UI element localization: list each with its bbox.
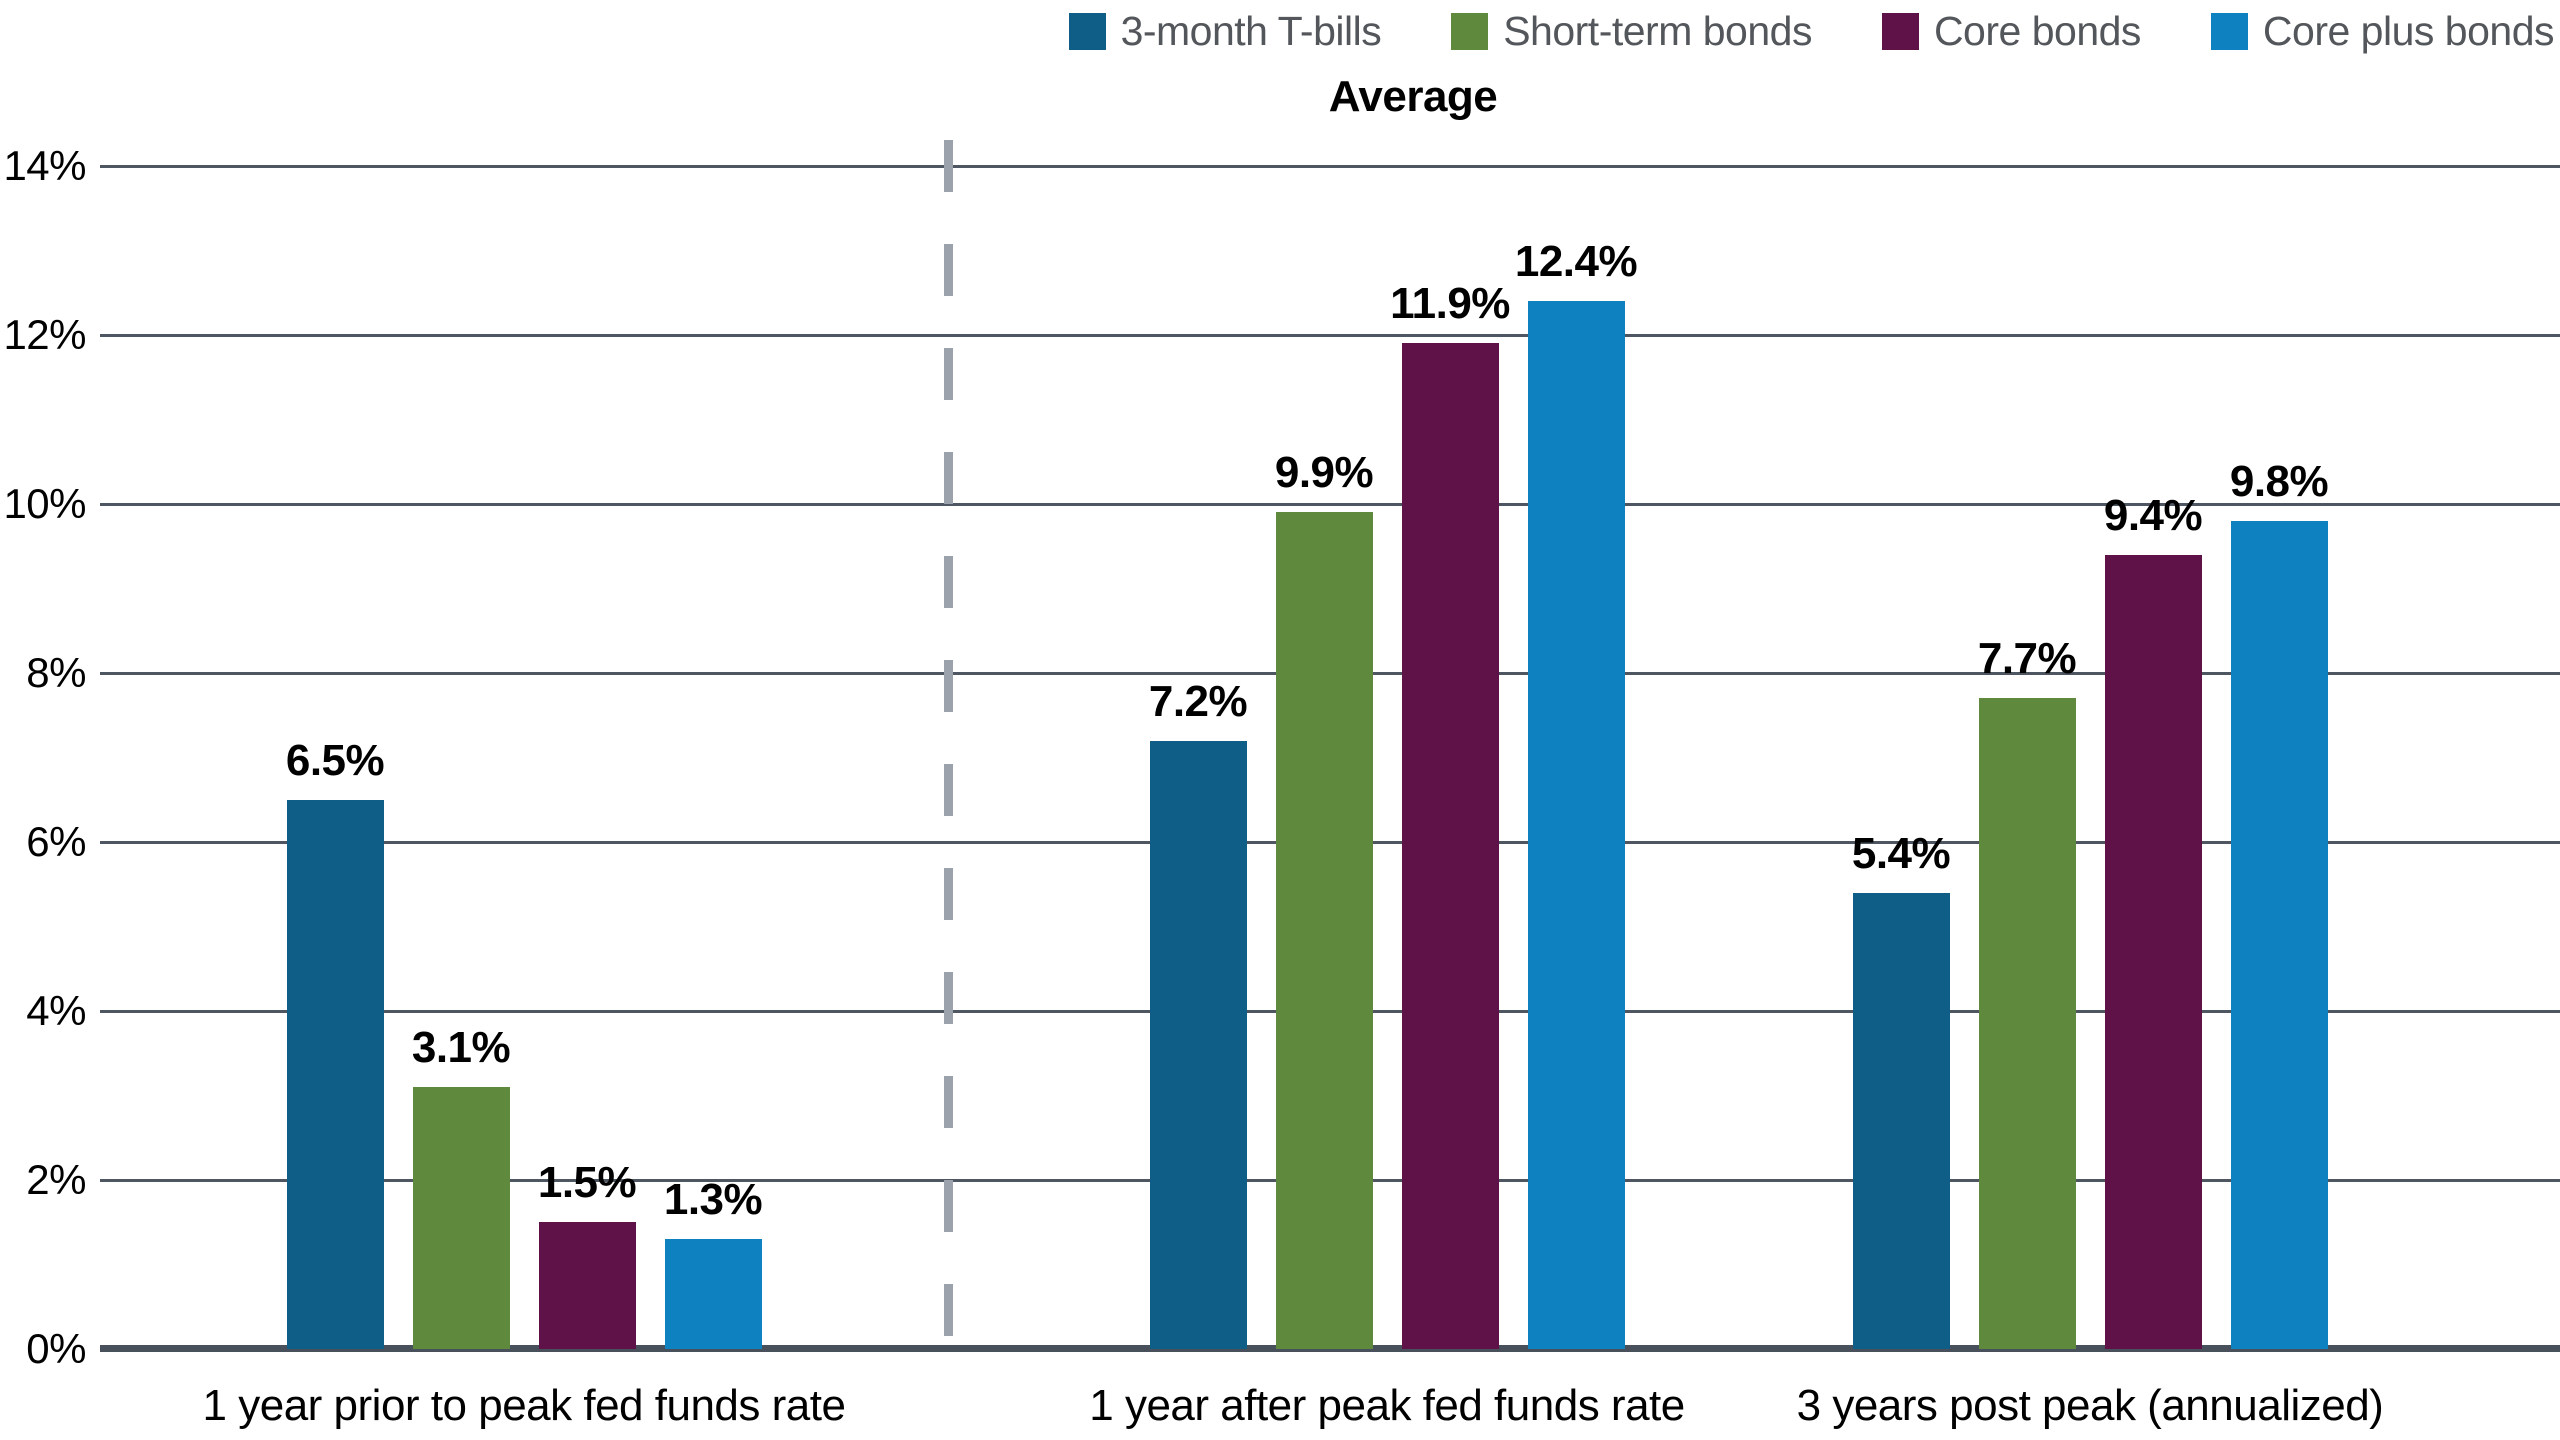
legend: 3-month T-bills Short-term bonds Core bond… xyxy=(1068,8,2555,55)
gridline-10% xyxy=(100,503,2560,506)
bar-short-term-bonds-group3 xyxy=(1978,698,2076,1349)
bar-core-plus-bonds-group3 xyxy=(2230,520,2328,1349)
legend-item-4: Core plus bonds xyxy=(2210,8,2555,55)
bar-3-month-t-bills-group3 xyxy=(1852,892,1950,1349)
legend-item-label: Core bonds xyxy=(1933,8,2141,54)
legend-swatch-icon xyxy=(1881,13,1919,50)
bar-value-label: 7.7% xyxy=(1977,634,2077,684)
y-tick-label: 12% xyxy=(3,311,86,358)
bar-3-month-t-bills-group2 xyxy=(1149,740,1247,1349)
bar-core-bonds-group2 xyxy=(1401,343,1499,1349)
bar-3-month-t-bills-group1 xyxy=(286,799,384,1349)
bar-value-label: 5.4% xyxy=(1851,828,1951,878)
bar-value-label: 1.3% xyxy=(663,1175,763,1225)
y-tick-label: 14% xyxy=(3,142,86,189)
chart-title: Average xyxy=(1328,72,1498,121)
y-tick-label: 2% xyxy=(26,1156,86,1203)
bar-value-label: 11.9% xyxy=(1390,279,1510,329)
legend-item-2: Short-term bonds xyxy=(1451,8,1812,55)
gridline-12% xyxy=(100,334,2560,337)
legend-swatch-icon xyxy=(1068,13,1106,50)
bar-value-label: 9.4% xyxy=(2103,490,2203,540)
legend-item-label: 3-month T-bills xyxy=(1120,8,1382,54)
y-tick-label: 6% xyxy=(26,818,86,865)
x-axis-category-label: 3 years post peak (annualized) xyxy=(1796,1381,2384,1430)
bar-value-label: 9.9% xyxy=(1274,448,1374,498)
bar-short-term-bonds-group2 xyxy=(1275,512,1373,1349)
x-axis-category-label: 1 year prior to peak fed funds rate xyxy=(202,1381,846,1430)
y-tick-label: 8% xyxy=(26,649,86,696)
legend-swatch-icon xyxy=(1451,13,1489,50)
x-axis-category-label: 1 year after peak fed funds rate xyxy=(1089,1381,1685,1430)
gridline-14% xyxy=(100,165,2560,168)
legend-swatch-icon xyxy=(2210,13,2248,50)
bar-value-label: 1.5% xyxy=(537,1158,637,1208)
legend-item-label: Short-term bonds xyxy=(1503,8,1812,54)
bar-value-label: 6.5% xyxy=(285,735,385,785)
legend-item-label: Core plus bonds xyxy=(2262,8,2555,54)
bar-core-bonds-group3 xyxy=(2104,554,2202,1349)
bar-value-label: 12.4% xyxy=(1514,237,1638,287)
bar-value-label: 7.2% xyxy=(1148,676,1248,726)
bar-short-term-bonds-group1 xyxy=(412,1087,510,1349)
dashed-separator-line xyxy=(944,140,953,1349)
bar-value-label: 3.1% xyxy=(411,1023,511,1073)
bar-core-plus-bonds-group2 xyxy=(1527,301,1625,1349)
y-tick-label: 0% xyxy=(26,1325,86,1372)
plot-area: 6.5% 3.1% 1.5% 1.3% 7.2% 9.9% 11.9% 12.4% 5.4% 7.… xyxy=(100,165,2560,1352)
legend-item-3: Core bonds xyxy=(1881,8,2141,55)
bar-value-label: 9.8% xyxy=(2229,456,2329,506)
bar-core-bonds-group1 xyxy=(538,1222,636,1349)
y-tick-label: 10% xyxy=(3,480,86,527)
bar-core-plus-bonds-group1 xyxy=(664,1239,762,1349)
legend-item-1: 3-month T-bills xyxy=(1068,8,1382,55)
y-tick-label: 4% xyxy=(26,987,86,1034)
